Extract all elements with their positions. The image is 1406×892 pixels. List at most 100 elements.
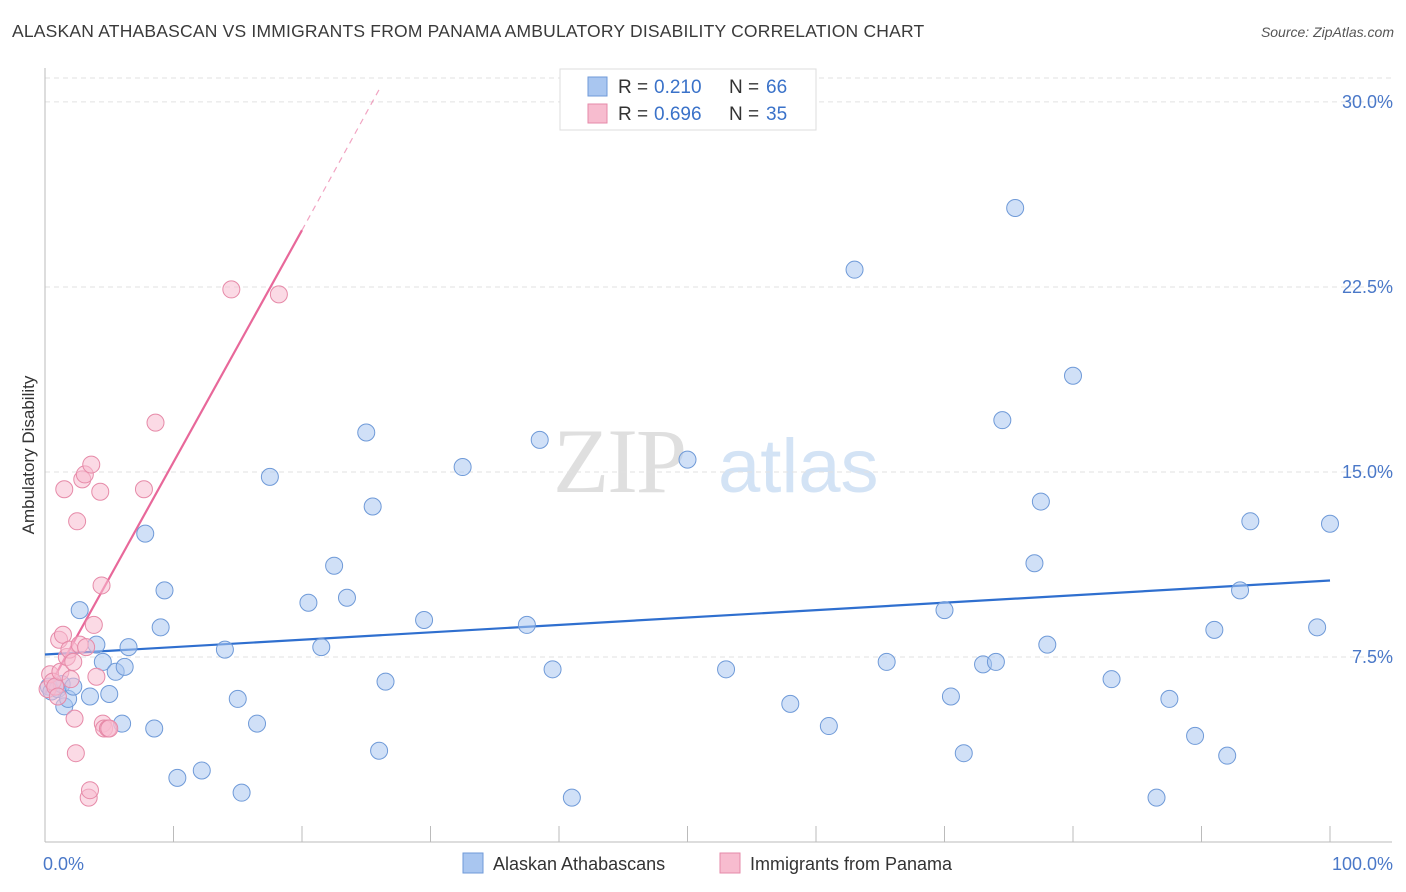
y-tick-label-1: 15.0% <box>1342 462 1393 482</box>
panama-point-32 <box>146 413 165 432</box>
athabascan-point-16 <box>136 524 155 543</box>
athabascan-point-31 <box>357 423 376 442</box>
athabascan-point-44 <box>819 717 838 736</box>
athabascan-point-51 <box>986 652 1005 671</box>
athabascan-point-47 <box>935 601 954 620</box>
gridlines <box>45 77 1392 658</box>
y-tick-label-2: 22.5% <box>1342 277 1393 297</box>
athabascan-point-55 <box>1031 492 1050 511</box>
bottom-legend-swatch-pink <box>719 852 741 874</box>
legend-swatch-pink <box>587 103 608 124</box>
athabascan-point-28 <box>312 638 331 657</box>
athabascan-point-29 <box>325 556 344 575</box>
panama-point-13 <box>65 709 84 728</box>
athabascan-point-7 <box>70 601 89 620</box>
athabascan-point-61 <box>1186 726 1205 745</box>
panama-point-33 <box>222 280 241 299</box>
athabascan-point-22 <box>215 640 234 659</box>
athabascan-point-14 <box>115 657 134 676</box>
athabascan-point-67 <box>1321 514 1339 533</box>
athabascan-point-57 <box>1064 366 1082 385</box>
panama-point-26 <box>92 576 111 595</box>
athabascan-point-48 <box>941 687 960 706</box>
svg-text:ZIP: ZIP <box>553 410 685 512</box>
panama-point-4 <box>48 687 67 706</box>
athabascan-point-45 <box>845 260 864 279</box>
svg-text:atlas: atlas <box>718 424 879 509</box>
panama-point-22 <box>82 455 101 474</box>
y-tick-label-3: 30.0% <box>1342 92 1393 112</box>
athabascan-point-46 <box>877 652 896 671</box>
bottom-legend: Alaskan Athabascans Immigrants from Pana… <box>462 852 953 874</box>
athabascan-point-49 <box>954 744 973 763</box>
legend-r-value-2: 0.696 <box>654 104 702 125</box>
panama-point-31 <box>134 480 153 499</box>
athabascan-point-19 <box>155 581 174 600</box>
athabascan-point-11 <box>100 684 119 703</box>
bottom-legend-label-2: Immigrants from Panama <box>750 854 953 874</box>
bottom-legend-swatch-blue <box>462 852 484 874</box>
athabascan-point-36 <box>453 458 472 477</box>
legend-r-label-1: R = <box>618 77 648 98</box>
athabascan-point-34 <box>376 672 395 691</box>
chart-title: ALASKAN ATHABASCAN VS IMMIGRANTS FROM PA… <box>12 21 925 41</box>
athabascan-point-21 <box>192 761 211 780</box>
athabascan-point-41 <box>678 450 697 469</box>
athabascan-point-15 <box>119 638 138 657</box>
athabascan-point-60 <box>1160 689 1179 708</box>
athabascan-point-17 <box>145 719 164 738</box>
trend-line-0 <box>44 579 1331 656</box>
athabascan-point-43 <box>781 694 800 713</box>
trend-line-1 <box>44 229 303 695</box>
athabascan-point-63 <box>1218 746 1237 765</box>
panama-point-25 <box>91 482 110 501</box>
panama-point-23 <box>84 615 103 634</box>
athabascan-point-18 <box>151 618 170 637</box>
panama-point-19 <box>77 638 96 657</box>
athabascan-point-65 <box>1241 512 1260 531</box>
athabascan-point-54 <box>1025 554 1044 573</box>
y-tick-labels: 7.5% 15.0% 22.5% 30.0% <box>1342 92 1393 667</box>
x-tick-labels: 0.0% 100.0% <box>43 854 1393 874</box>
athabascan-point-20 <box>168 768 187 787</box>
legend-r-value-1: 0.210 <box>654 77 702 98</box>
athabascan-point-66 <box>1308 618 1327 637</box>
panama-point-34 <box>269 285 288 304</box>
x-tick-label-1: 100.0% <box>1332 854 1393 874</box>
series-alaskan-athabascans <box>39 199 1339 807</box>
athabascan-point-35 <box>415 610 434 629</box>
athabascan-point-33 <box>370 741 389 760</box>
athabascan-point-40 <box>562 788 581 807</box>
athabascan-point-56 <box>1038 635 1057 654</box>
legend-swatch-blue <box>587 76 608 97</box>
athabascan-point-26 <box>260 467 279 486</box>
trend-line-extension-1 <box>301 89 380 231</box>
legend-n-value-2: 35 <box>766 104 787 125</box>
athabascan-point-52 <box>993 411 1012 430</box>
athabascan-point-32 <box>363 497 382 516</box>
athabascan-point-23 <box>228 689 247 708</box>
axes <box>44 68 1392 843</box>
athabascan-point-27 <box>299 593 318 612</box>
athabascan-point-42 <box>717 660 736 679</box>
x-tick-label-0: 0.0% <box>43 854 84 874</box>
athabascan-point-58 <box>1102 670 1121 689</box>
y-axis-label: Ambulatory Disability <box>19 375 38 534</box>
panama-point-30 <box>100 719 119 738</box>
legend-r-label-2: R = <box>618 104 648 125</box>
bottom-legend-label-1: Alaskan Athabascans <box>493 854 665 874</box>
panama-point-15 <box>68 512 87 531</box>
series-immigrants-from-panama <box>38 280 288 807</box>
athabascan-point-38 <box>530 430 549 449</box>
athabascan-point-24 <box>232 783 251 802</box>
legend-box: R = 0.210 N = 66 R = 0.696 N = 35 <box>559 68 817 131</box>
panama-point-14 <box>66 744 85 763</box>
legend-n-value-1: 66 <box>766 77 787 98</box>
legend-n-label-1: N = <box>729 77 759 98</box>
panama-point-21 <box>80 781 99 800</box>
y-tick-label-0: 7.5% <box>1352 647 1393 667</box>
athabascan-point-64 <box>1231 581 1250 600</box>
panama-point-12 <box>64 652 83 671</box>
athabascan-point-62 <box>1205 620 1224 639</box>
